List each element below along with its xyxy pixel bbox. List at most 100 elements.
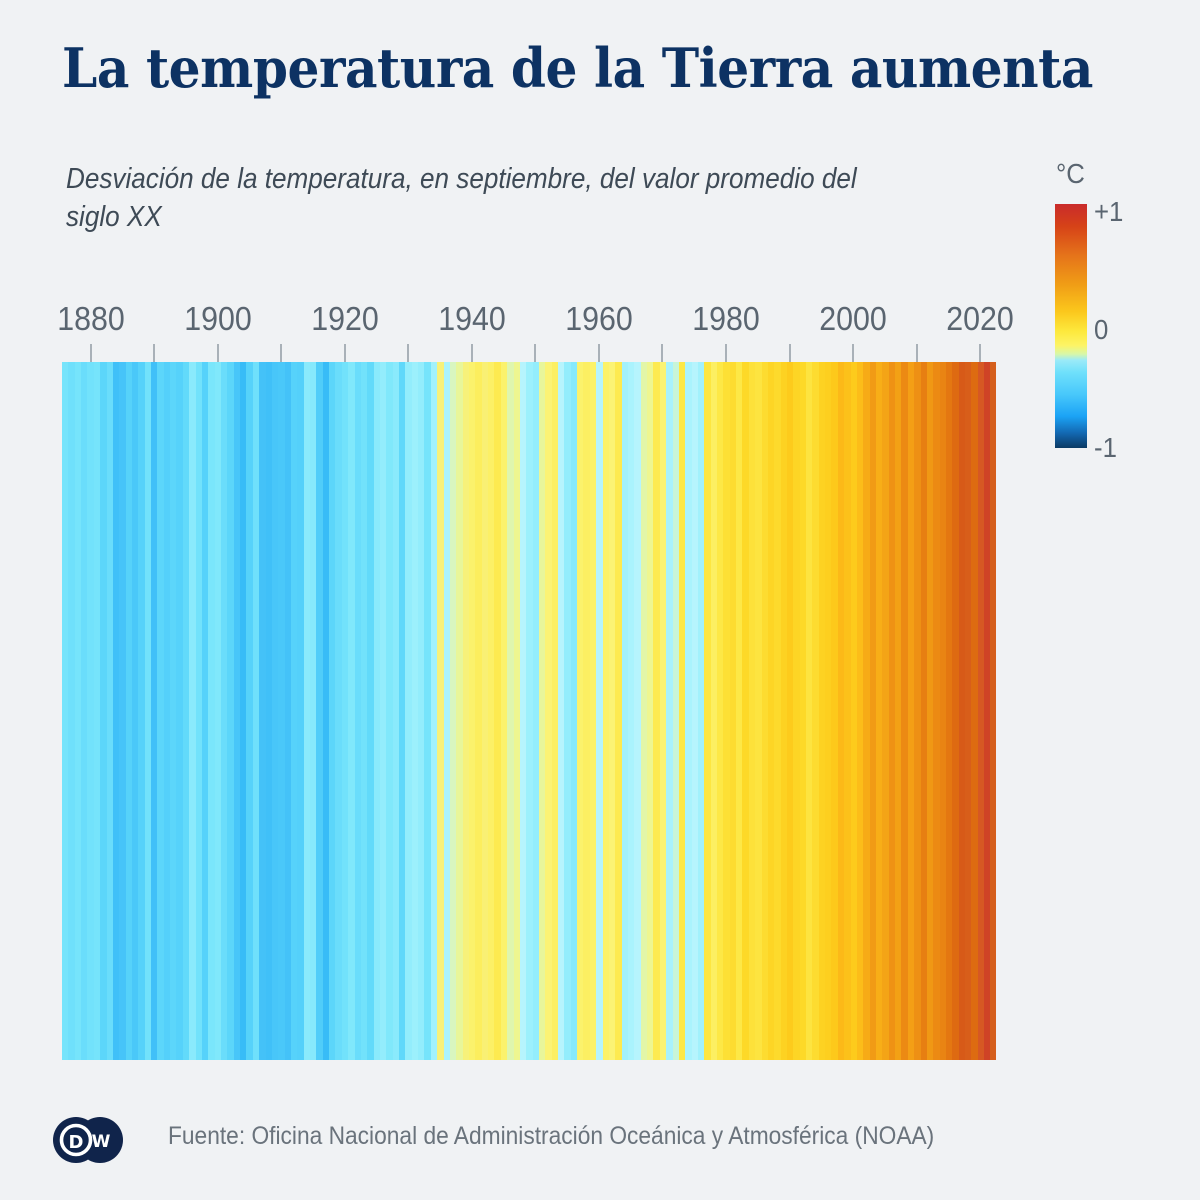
x-axis: 1880 1900 1920 1940 1960 1980 2000 2020	[57, 300, 1014, 362]
stripe-year	[252, 362, 260, 1060]
stripe-year	[488, 362, 495, 1060]
legend-zero-label: 0	[1094, 314, 1109, 345]
x-axis-tick	[852, 344, 855, 362]
x-axis-label: 2000	[819, 300, 887, 337]
stripe-year	[818, 362, 826, 1060]
stripe-year	[81, 362, 88, 1060]
x-axis-tick	[979, 344, 982, 362]
x-axis-label: 1900	[183, 300, 252, 337]
legend-min-label: -1	[1094, 432, 1117, 463]
stripe-year	[259, 362, 266, 1060]
x-axis-tick	[216, 344, 219, 362]
stripe-year	[780, 362, 787, 1060]
stripe-year	[399, 362, 406, 1060]
stripe-year	[653, 362, 660, 1060]
stripe-year	[895, 362, 902, 1060]
stripe-year	[411, 362, 419, 1060]
stripe-year	[507, 362, 514, 1060]
stripe-year	[475, 362, 482, 1060]
x-axis-label: 1960	[565, 300, 633, 337]
stripe-year	[990, 362, 996, 1060]
stripe-year	[971, 362, 978, 1060]
warming-stripes-plot	[62, 362, 996, 1060]
stripe-year	[825, 362, 832, 1060]
stripe-year	[62, 362, 69, 1060]
stripe-year	[583, 362, 590, 1060]
stripe-year	[812, 362, 819, 1060]
stripe-year	[322, 362, 330, 1060]
stripe-year	[87, 362, 94, 1060]
stripe-year	[526, 362, 533, 1060]
stripe-year	[717, 362, 724, 1060]
stripe-year	[901, 362, 908, 1060]
stripe-year	[729, 362, 737, 1060]
x-axis-tick	[89, 344, 92, 362]
stripe-year	[577, 362, 584, 1060]
stripe-year	[100, 362, 107, 1060]
stripe-year	[157, 362, 164, 1060]
stripe-year	[984, 362, 991, 1060]
stripe-year	[640, 362, 648, 1060]
dw-logo: D W	[53, 1117, 123, 1163]
stripe-year	[290, 362, 298, 1060]
x-axis-tick	[661, 344, 664, 362]
stripe-year	[125, 362, 132, 1060]
stripe-year	[589, 362, 597, 1060]
x-axis-tick	[915, 344, 918, 362]
stripe-year	[736, 362, 743, 1060]
x-axis-tick	[724, 344, 727, 362]
stripe-year	[373, 362, 380, 1060]
x-axis-label: 1920	[310, 300, 379, 337]
footer: D W Fuente: Oficina Nacional de Administ…	[50, 1112, 1150, 1174]
stripe-year	[914, 362, 921, 1060]
stripe-year	[360, 362, 368, 1060]
stripe-year	[621, 362, 628, 1060]
stripe-year	[558, 362, 565, 1060]
stripe-year	[761, 362, 768, 1060]
x-axis-label: 1980	[692, 300, 760, 337]
stripe-year	[634, 362, 641, 1060]
chart-subtitle: Desviación de la temperatura, en septiem…	[66, 163, 857, 234]
stripe-year	[176, 362, 183, 1060]
stripe-year	[958, 362, 966, 1060]
x-axis-tick	[788, 344, 791, 362]
stripe-year	[112, 362, 120, 1060]
stripe-year	[876, 362, 883, 1060]
stripe-year	[837, 362, 845, 1060]
stripe-year	[710, 362, 718, 1060]
stripe-year	[888, 362, 896, 1060]
stripe-year	[462, 362, 469, 1060]
stripe-year	[831, 362, 838, 1060]
stripe-year	[163, 362, 171, 1060]
stripe-year	[538, 362, 546, 1060]
x-axis-tick	[280, 344, 283, 362]
stripe-year	[418, 362, 425, 1060]
stripe-year	[494, 362, 501, 1060]
stripe-year	[131, 362, 139, 1060]
stripe-year	[513, 362, 520, 1060]
stripe-year	[227, 362, 234, 1060]
stripe-year	[755, 362, 762, 1060]
stripe-year	[93, 362, 101, 1060]
stripe-year	[532, 362, 539, 1060]
stripe-year	[659, 362, 667, 1060]
stripe-year	[615, 362, 622, 1060]
stripe-year	[392, 362, 400, 1060]
stripe-year	[793, 362, 800, 1060]
stripe-year	[939, 362, 946, 1060]
stripe-year	[596, 362, 603, 1060]
stripe-year	[570, 362, 578, 1060]
stripe-year	[310, 362, 317, 1060]
stripe-year	[672, 362, 679, 1060]
x-axis-tick	[597, 344, 600, 362]
stripe-year	[564, 362, 571, 1060]
stripe-year	[195, 362, 202, 1060]
legend-unit-label: °C	[1056, 158, 1085, 189]
stripe-year	[284, 362, 291, 1060]
x-axis-label: 2020	[946, 300, 1014, 337]
stripe-year	[850, 362, 857, 1060]
stripe-year	[144, 362, 152, 1060]
stripe-year	[977, 362, 985, 1060]
stripe-year	[265, 362, 272, 1060]
